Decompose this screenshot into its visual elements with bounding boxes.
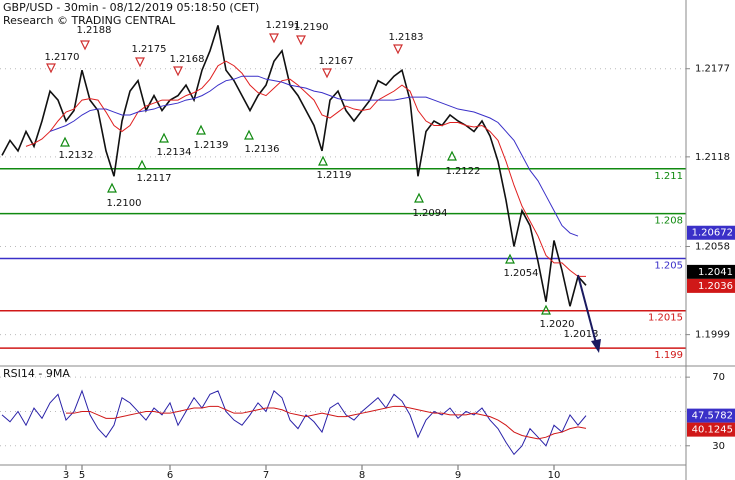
value-badge <box>687 264 735 279</box>
level-label: 1.211 <box>654 171 683 182</box>
series-line <box>25 60 586 277</box>
chart-title: GBP/USD - 30min - 08/12/2019 05:18:50 (C… <box>3 1 259 14</box>
series-line <box>1 389 587 456</box>
high-marker <box>322 68 332 79</box>
annotation: 1.2054 <box>504 268 539 279</box>
low-marker <box>137 159 147 170</box>
x-tick-label: 6 <box>167 470 173 480</box>
high-marker <box>135 57 145 68</box>
series-line <box>66 405 587 440</box>
x-tick-label: 5 <box>79 470 85 480</box>
annotation: 1.2117 <box>137 173 172 184</box>
y-tick-label: 1.2058 <box>695 241 730 252</box>
annotation: 1.2132 <box>59 150 94 161</box>
value-badge <box>687 408 735 423</box>
low-marker <box>318 155 328 166</box>
value-badge <box>687 422 735 437</box>
rsi-title: RSI14 - 9MA <box>3 367 70 380</box>
y-tick-label: 1.2177 <box>695 64 730 75</box>
level-label: 1.208 <box>654 216 683 227</box>
annotation: 1.2167 <box>319 56 354 67</box>
value-badge <box>687 225 735 240</box>
annotation: 1.2168 <box>170 54 205 65</box>
low-marker <box>505 253 515 264</box>
y-tick-label: 70 <box>712 372 725 383</box>
chart-subtitle: Research © TRADING CENTRAL <box>3 14 176 27</box>
x-tick-label: 10 <box>548 470 561 480</box>
annotation: 1.2122 <box>446 166 481 177</box>
annotation: 1.2139 <box>194 140 229 151</box>
annotation: 1.2020 <box>540 319 575 330</box>
high-marker <box>393 44 403 55</box>
y-tick-label: 1.2118 <box>695 152 730 163</box>
annotation: 1.2170 <box>45 52 80 63</box>
level-label: 1.2015 <box>648 313 683 324</box>
high-marker <box>46 63 56 74</box>
series-line <box>1 25 587 307</box>
high-marker <box>296 35 306 46</box>
value-badge-label: 1.20672 <box>692 228 733 239</box>
low-marker <box>107 182 117 193</box>
high-marker <box>269 33 279 44</box>
x-tick-label: 9 <box>455 470 461 480</box>
low-marker <box>447 150 457 161</box>
annotation: 1.2100 <box>107 198 142 209</box>
x-tick-label: 8 <box>359 470 365 480</box>
level-label: 1.205 <box>654 260 683 271</box>
high-marker <box>80 40 90 51</box>
annotation: 1.2094 <box>413 208 448 219</box>
forecast-arrowhead <box>591 339 601 353</box>
x-tick-label: 7 <box>263 470 269 480</box>
level-label: 1.199 <box>654 350 683 361</box>
low-marker <box>414 192 424 203</box>
low-marker <box>159 132 169 143</box>
value-badge-label: 1.2036 <box>698 281 733 292</box>
value-badge-label: 47.5782 <box>692 411 733 422</box>
annotation: 1.2188 <box>77 25 112 36</box>
y-tick-label: 1.1999 <box>695 330 730 341</box>
plot-layer: 1.21771.21181.20581.19991.2111.2081.2051… <box>0 20 735 480</box>
low-marker <box>60 136 70 147</box>
annotation: 1.2191 <box>266 20 301 31</box>
series-line <box>49 75 579 237</box>
annotation: 1.2013 <box>564 329 599 340</box>
annotation: 1.2119 <box>317 170 352 181</box>
annotation: 1.2183 <box>389 32 424 43</box>
annotation: 1.2190 <box>294 22 329 33</box>
annotation: 1.2134 <box>157 147 192 158</box>
annotation: 1.2175 <box>132 44 167 55</box>
low-marker <box>541 304 551 315</box>
high-marker <box>173 66 183 77</box>
y-tick-label: 30 <box>712 441 725 452</box>
value-badge-label: 1.2041 <box>698 267 733 278</box>
x-tick-label: 3 <box>63 470 69 480</box>
low-marker <box>196 124 206 135</box>
low-marker <box>244 129 254 140</box>
value-badge <box>687 278 735 293</box>
annotation: 1.2136 <box>245 144 280 155</box>
value-badge-label: 40.1245 <box>692 425 733 436</box>
forecast-arrow <box>577 274 597 344</box>
